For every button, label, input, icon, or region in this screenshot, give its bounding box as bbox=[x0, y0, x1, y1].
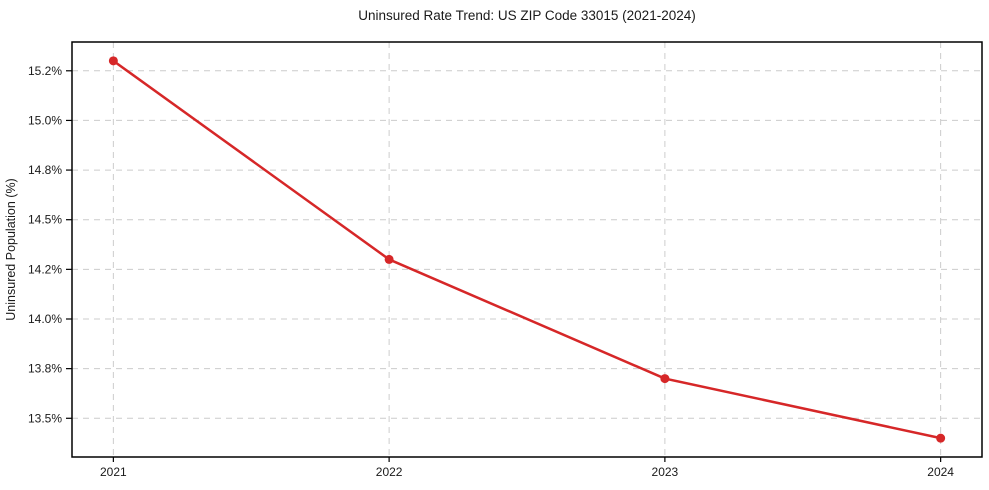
y-tick-label: 14.8% bbox=[28, 163, 62, 177]
y-tick-label: 13.5% bbox=[28, 411, 62, 425]
chart-title: Uninsured Rate Trend: US ZIP Code 33015 … bbox=[358, 8, 695, 23]
trend-line bbox=[112, 59, 942, 440]
data-point bbox=[936, 433, 946, 443]
axes-layer: 2021 2022 2023 2024 13.5% 13.8% 14.0% 14.2% 14.5… bbox=[28, 41, 983, 479]
y-tick-label: 13.8% bbox=[28, 362, 62, 376]
x-tick-label: 2024 bbox=[927, 465, 954, 479]
gridlines-layer bbox=[72, 42, 982, 457]
x-tick-label: 2021 bbox=[100, 465, 127, 479]
plot-frame bbox=[71, 41, 983, 458]
y-tick-label: 14.2% bbox=[28, 262, 62, 276]
y-axis-label: Uninsured Population (%) bbox=[4, 178, 18, 320]
y-tick-label: 15.0% bbox=[28, 113, 62, 127]
x-tick-label: 2023 bbox=[652, 465, 679, 479]
y-tick-label: 14.0% bbox=[28, 312, 62, 326]
x-tick-label: 2022 bbox=[376, 465, 403, 479]
data-point bbox=[108, 56, 118, 66]
y-tick-label: 15.2% bbox=[28, 64, 62, 78]
data-point bbox=[660, 374, 670, 384]
data-point bbox=[384, 254, 394, 264]
trend-line-series bbox=[108, 56, 946, 443]
y-tick-label: 14.5% bbox=[28, 213, 62, 227]
